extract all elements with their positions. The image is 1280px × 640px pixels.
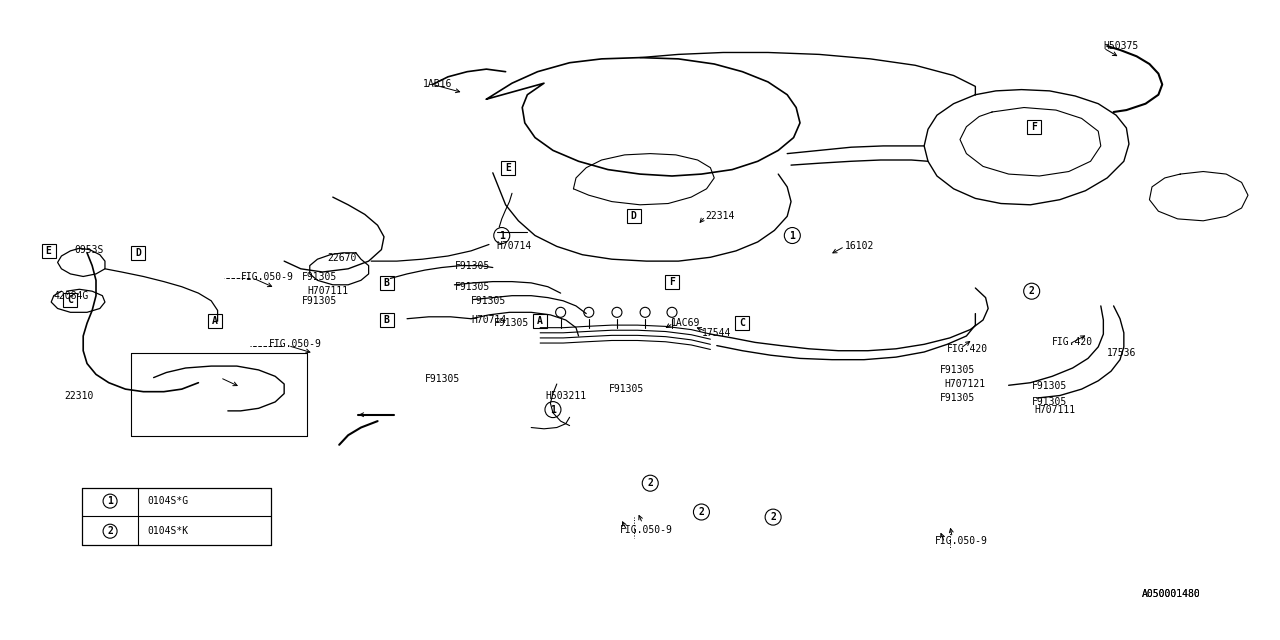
- Text: FIG.050-9: FIG.050-9: [269, 339, 321, 349]
- Text: 2: 2: [699, 507, 704, 517]
- Bar: [380, 276, 393, 290]
- Bar: [132, 246, 145, 260]
- Bar: [502, 161, 515, 175]
- Text: 16102: 16102: [845, 241, 874, 252]
- Text: 17544: 17544: [701, 328, 731, 338]
- Bar: [64, 292, 77, 307]
- Text: 0104S*G: 0104S*G: [147, 496, 188, 506]
- Text: 1: 1: [790, 230, 795, 241]
- Text: 42084G: 42084G: [54, 291, 90, 301]
- Text: A050001480: A050001480: [1142, 589, 1201, 599]
- Text: C: C: [740, 318, 745, 328]
- Bar: [627, 209, 640, 223]
- Text: F91305: F91305: [302, 296, 338, 306]
- Text: 22670: 22670: [328, 253, 357, 263]
- Text: H70714: H70714: [497, 241, 532, 252]
- Bar: [42, 244, 55, 258]
- Text: E: E: [506, 163, 511, 173]
- Text: FIG.420: FIG.420: [1052, 337, 1093, 348]
- Text: A: A: [538, 316, 543, 326]
- Text: 2: 2: [1029, 286, 1034, 296]
- Text: 22314: 22314: [705, 211, 735, 221]
- Text: 0953S: 0953S: [74, 244, 104, 255]
- Text: F91305: F91305: [609, 384, 645, 394]
- Text: F91305: F91305: [494, 318, 530, 328]
- Text: C: C: [68, 294, 73, 305]
- Text: F: F: [669, 276, 675, 287]
- Text: H503211: H503211: [545, 390, 586, 401]
- Text: 2: 2: [108, 526, 113, 536]
- Text: F91305: F91305: [454, 260, 490, 271]
- Bar: [534, 314, 547, 328]
- Bar: [736, 316, 749, 330]
- Text: F91305: F91305: [940, 365, 975, 375]
- Text: 1AB16: 1AB16: [422, 79, 452, 90]
- Text: FIG.050-9: FIG.050-9: [934, 536, 987, 546]
- Text: H70714: H70714: [471, 315, 507, 325]
- Text: FIG.050-9: FIG.050-9: [620, 525, 672, 535]
- Text: F91305: F91305: [454, 282, 490, 292]
- Text: B: B: [384, 278, 389, 288]
- Text: D: D: [136, 248, 141, 258]
- Text: H707111: H707111: [1034, 404, 1075, 415]
- Text: 17536: 17536: [1107, 348, 1137, 358]
- Text: A050001480: A050001480: [1142, 589, 1201, 599]
- Text: F: F: [1032, 122, 1037, 132]
- Text: 1: 1: [108, 496, 113, 506]
- Text: F91305: F91305: [1032, 381, 1068, 391]
- Text: F91305: F91305: [302, 272, 338, 282]
- Text: H707111: H707111: [307, 286, 348, 296]
- Text: 1AC69: 1AC69: [671, 318, 700, 328]
- Text: F91305: F91305: [940, 393, 975, 403]
- Text: A: A: [212, 316, 218, 326]
- Text: 2: 2: [771, 512, 776, 522]
- Bar: [666, 275, 678, 289]
- Text: H707121: H707121: [945, 379, 986, 389]
- Text: F91305: F91305: [1032, 397, 1068, 407]
- Bar: [1028, 120, 1041, 134]
- Text: 0104S*K: 0104S*K: [147, 526, 188, 536]
- Text: 1: 1: [550, 404, 556, 415]
- Text: 2: 2: [648, 478, 653, 488]
- Text: D: D: [631, 211, 636, 221]
- Text: H50375: H50375: [1103, 41, 1139, 51]
- Bar: [209, 314, 221, 328]
- Text: F91305: F91305: [425, 374, 461, 384]
- Text: F91305: F91305: [471, 296, 507, 306]
- Bar: [380, 313, 393, 327]
- Text: 22310: 22310: [64, 390, 93, 401]
- Text: FIG.050-9: FIG.050-9: [241, 272, 293, 282]
- Text: E: E: [46, 246, 51, 256]
- Text: 1: 1: [499, 230, 504, 241]
- Text: FIG.420: FIG.420: [947, 344, 988, 354]
- Text: B: B: [384, 315, 389, 325]
